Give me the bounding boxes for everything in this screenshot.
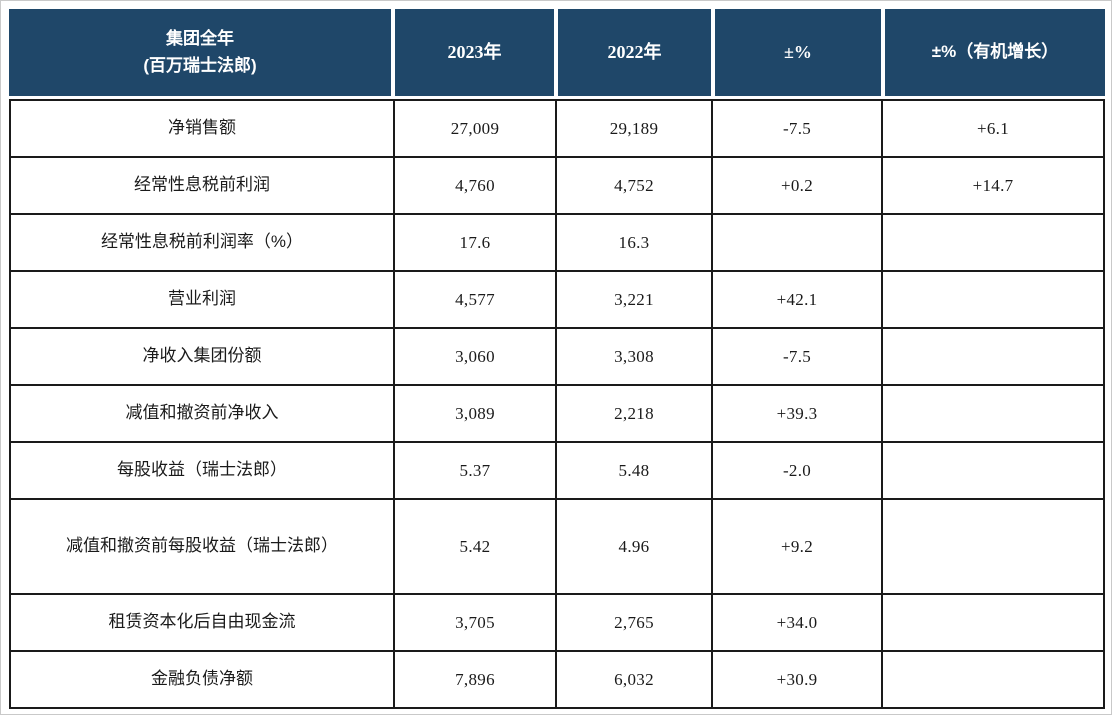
value-pct-organic: +14.7 <box>883 158 1103 215</box>
header-group-title-line1: 集团全年 <box>166 29 234 49</box>
header-2023-label: 2023年 <box>447 41 502 62</box>
value-pct-change <box>713 215 883 272</box>
header-cell-2022: 2022年 <box>558 9 715 96</box>
value-pct-change: -2.0 <box>713 443 883 500</box>
value-pct-change: +39.3 <box>713 386 883 443</box>
table-header-row: 集团全年 (百万瑞士法郎) 2023年 2022年 ±% ±%（有机增长） <box>9 9 1105 96</box>
value-2022: 5.48 <box>557 443 713 500</box>
value-2022: 4,752 <box>557 158 713 215</box>
header-cell-2023: 2023年 <box>395 9 558 96</box>
value-2022: 3,221 <box>557 272 713 329</box>
financial-results-table: 集团全年 (百万瑞士法郎) 2023年 2022年 ±% ±%（有机增长） 净销… <box>9 9 1105 709</box>
header-group-title-line2: (百万瑞士法郎) <box>143 55 257 75</box>
value-pct-organic <box>883 215 1103 272</box>
value-pct-organic <box>883 272 1103 329</box>
value-2023: 3,705 <box>395 595 557 652</box>
value-2022: 6,032 <box>557 652 713 707</box>
row-label: 减值和撤资前净收入 <box>11 386 395 443</box>
header-2022-label: 2022年 <box>607 41 662 62</box>
row-label: 租赁资本化后自由现金流 <box>11 595 395 652</box>
row-label: 减值和撤资前每股收益（瑞士法郎） <box>11 500 395 595</box>
value-pct-change: +30.9 <box>713 652 883 707</box>
value-2023: 17.6 <box>395 215 557 272</box>
header-cell-pct-organic: ±%（有机增长） <box>885 9 1105 96</box>
row-label: 金融负债净额 <box>11 652 395 707</box>
table-body: 净销售额 27,009 29,189 -7.5 +6.1 经常性息税前利润 4,… <box>9 99 1105 709</box>
value-2023: 4,760 <box>395 158 557 215</box>
header-cell-pct-change: ±% <box>715 9 885 96</box>
value-2022: 3,308 <box>557 329 713 386</box>
value-2022: 4.96 <box>557 500 713 595</box>
value-pct-change: +42.1 <box>713 272 883 329</box>
value-pct-organic <box>883 595 1103 652</box>
value-2023: 7,896 <box>395 652 557 707</box>
value-pct-organic <box>883 329 1103 386</box>
header-pct-label: ±% <box>784 41 812 62</box>
value-pct-change: +9.2 <box>713 500 883 595</box>
header-cell-group-title: 集团全年 (百万瑞士法郎) <box>9 9 395 96</box>
row-label: 净收入集团份额 <box>11 329 395 386</box>
value-pct-organic <box>883 386 1103 443</box>
value-pct-organic: +6.1 <box>883 101 1103 158</box>
value-2023: 5.42 <box>395 500 557 595</box>
value-2022: 29,189 <box>557 101 713 158</box>
value-2022: 2,765 <box>557 595 713 652</box>
value-pct-change: +0.2 <box>713 158 883 215</box>
value-pct-organic <box>883 443 1103 500</box>
row-label: 营业利润 <box>11 272 395 329</box>
value-2023: 4,577 <box>395 272 557 329</box>
value-2023: 3,089 <box>395 386 557 443</box>
row-label: 净销售额 <box>11 101 395 158</box>
value-pct-change: +34.0 <box>713 595 883 652</box>
row-label: 每股收益（瑞士法郎） <box>11 443 395 500</box>
value-2023: 27,009 <box>395 101 557 158</box>
value-2022: 2,218 <box>557 386 713 443</box>
value-pct-organic <box>883 652 1103 707</box>
value-pct-change: -7.5 <box>713 101 883 158</box>
value-2022: 16.3 <box>557 215 713 272</box>
row-label: 经常性息税前利润率（%） <box>11 215 395 272</box>
value-pct-change: -7.5 <box>713 329 883 386</box>
header-pct-organic-label: ±%（有机增长） <box>931 42 1059 62</box>
value-2023: 5.37 <box>395 443 557 500</box>
value-pct-organic <box>883 500 1103 595</box>
row-label: 经常性息税前利润 <box>11 158 395 215</box>
value-2023: 3,060 <box>395 329 557 386</box>
